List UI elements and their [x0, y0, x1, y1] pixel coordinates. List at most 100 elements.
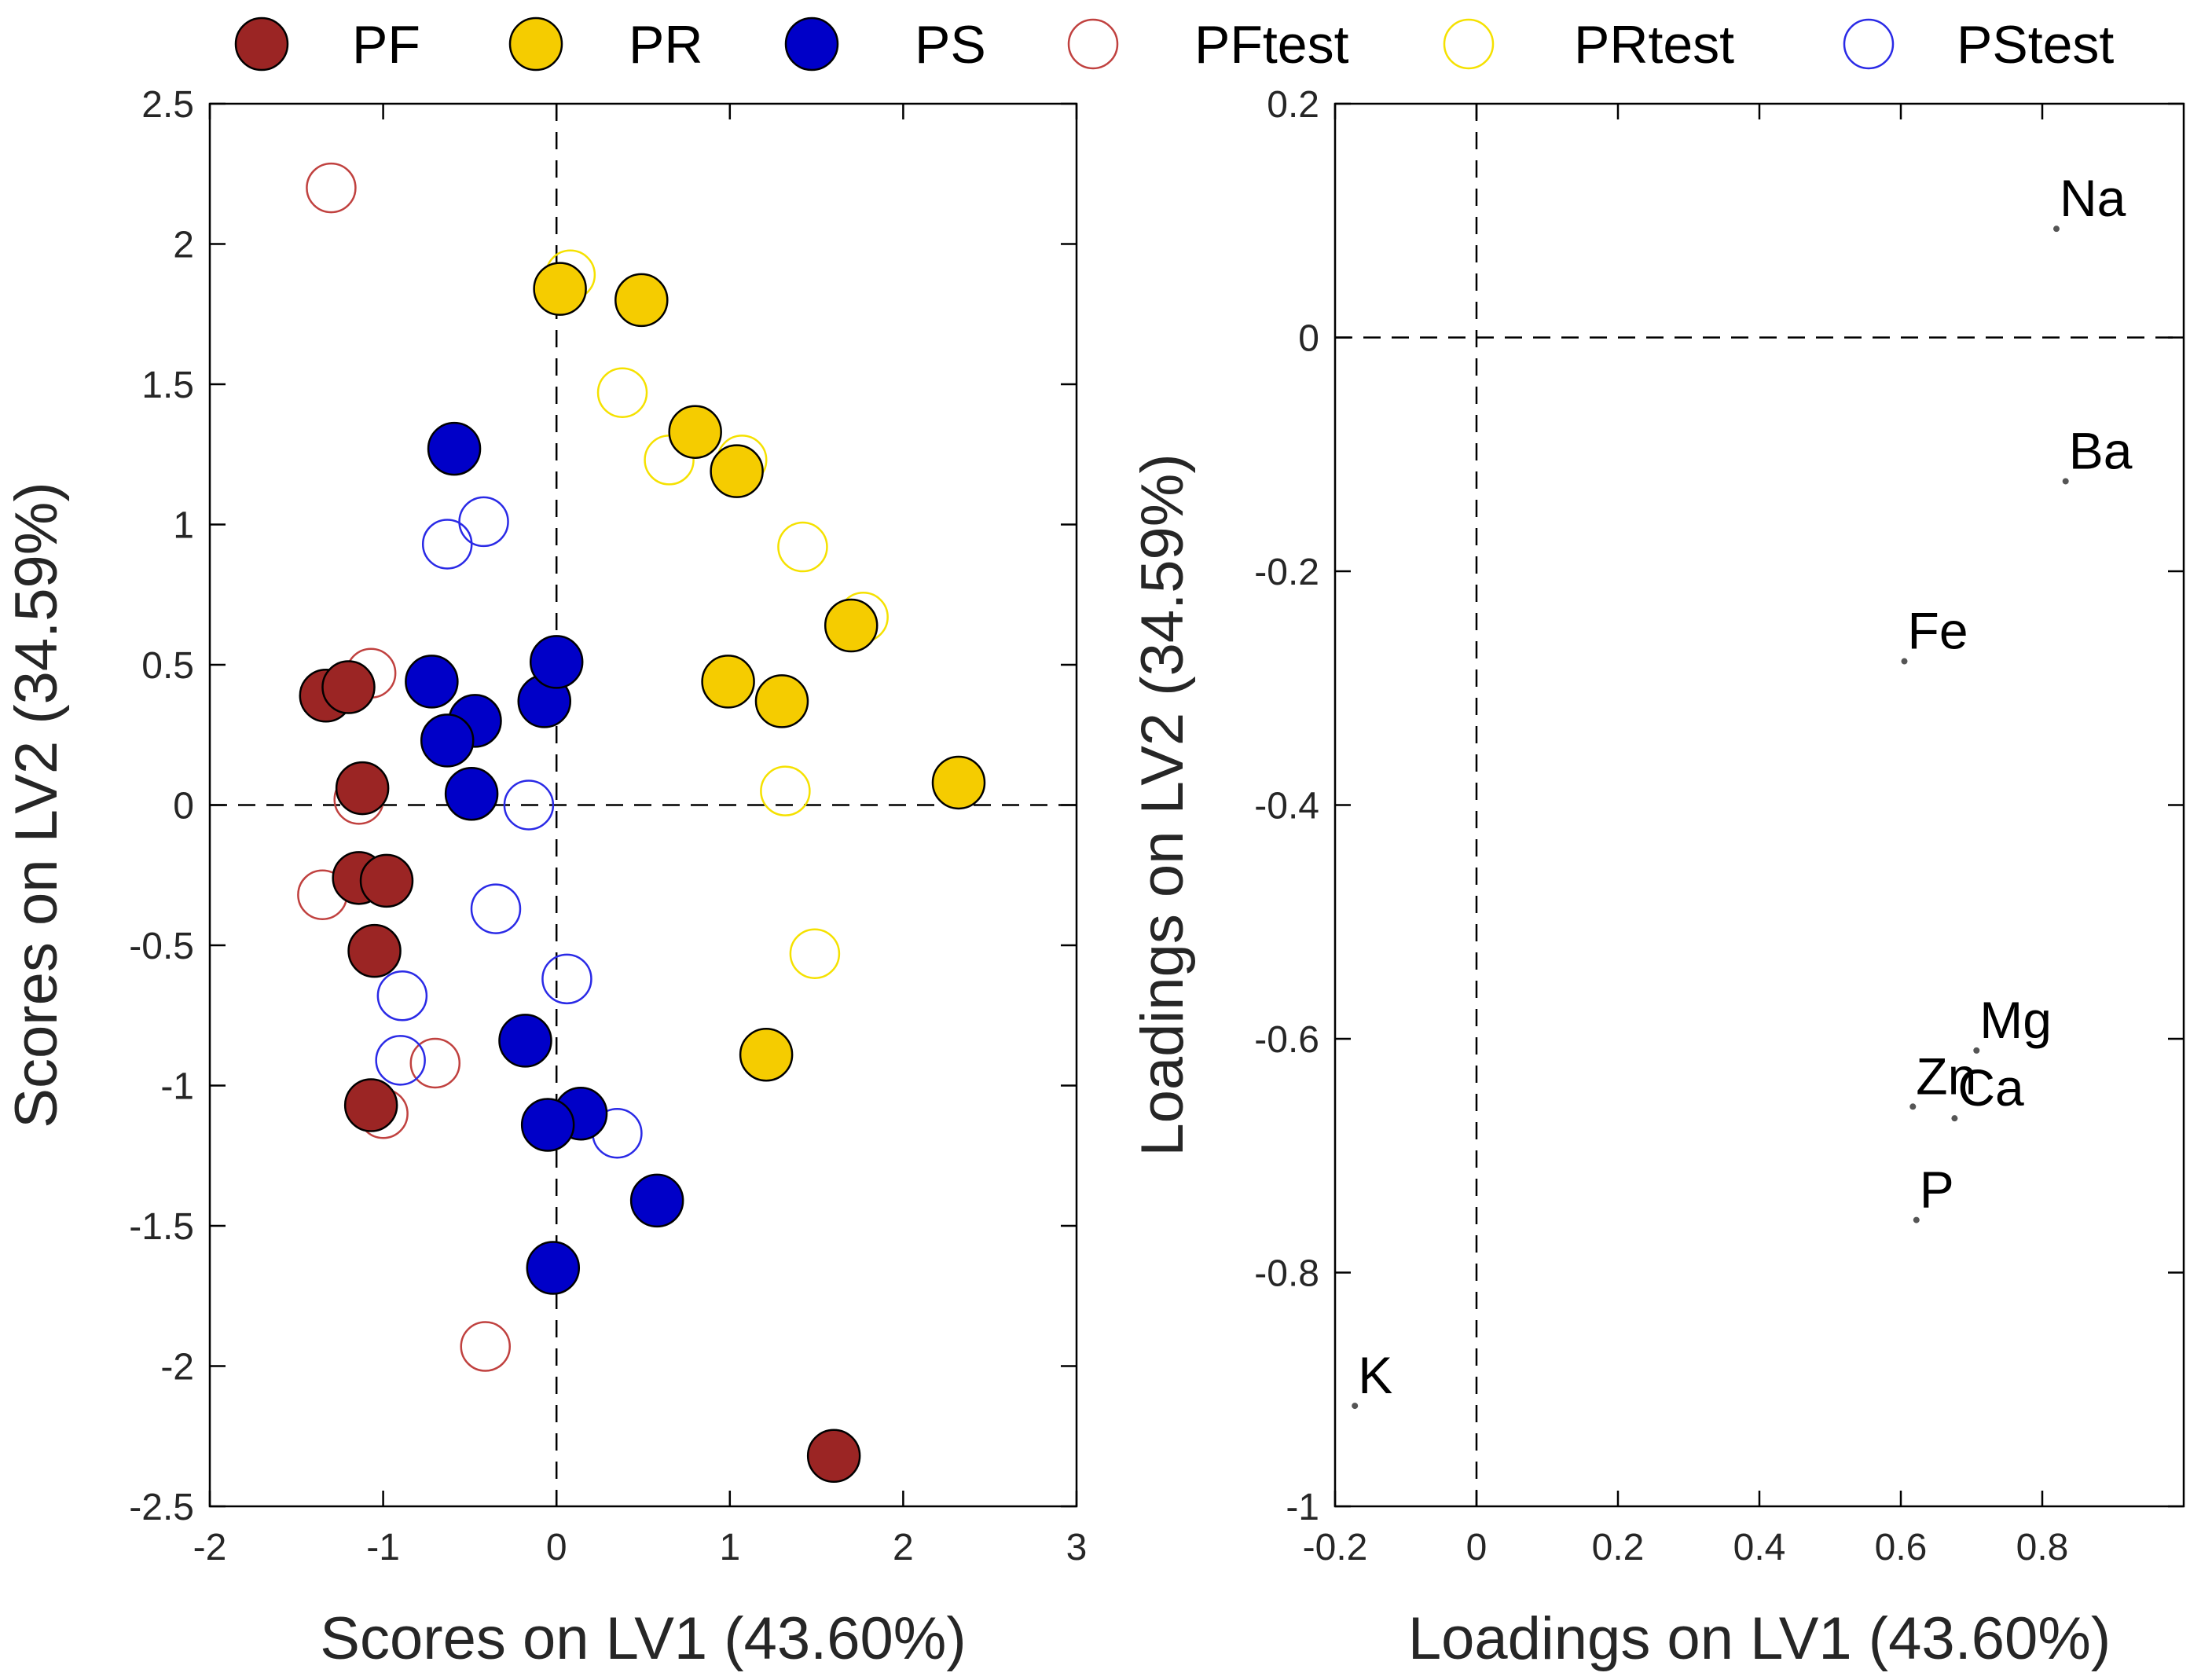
legend-label-pstest: PStest: [1957, 15, 2114, 75]
scores-point-prtest: [596, 367, 648, 418]
scores-y-tick-label: 0.5: [141, 645, 194, 687]
loadings-plot: -0.2 0 0.2 0.4 0.6 0.8-1-0.8-0.6-0.4-0.200.2 …: [1129, 84, 2185, 1672]
scores-x-axis-title: Scores on LV1 (43.60%): [320, 1605, 966, 1672]
loadings-y-axis-title: Loadings on LV2 (34.59%): [1129, 453, 1196, 1156]
loading-point-zn: [1909, 1103, 1917, 1110]
loading-point-mg: [1973, 1047, 1980, 1054]
scores-y-tick-label: 1: [173, 505, 194, 547]
scores-point-pftest: [306, 162, 357, 214]
scores-point-pr: [533, 262, 587, 316]
loadings-x-tick-label: 0: [1466, 1527, 1488, 1568]
scores-point-pr: [824, 598, 879, 653]
scores-point-prtest: [789, 928, 841, 979]
loading-point-fe: [1901, 658, 1908, 665]
loadings-x-axis-title: Loadings on LV1 (43.60%): [1408, 1605, 2111, 1672]
loadings-y-tick-label: 0: [1298, 318, 1319, 360]
scores-point-pr: [710, 444, 764, 498]
legend-label-pftest: PFtest: [1194, 15, 1349, 75]
loadings-y-tick-label: -0.4: [1254, 786, 1319, 827]
scores-x-tick-label: -1: [366, 1527, 400, 1568]
loading-label-ba: Ba: [2069, 421, 2133, 479]
scores-y-axis-title: Scores on LV2 (34.59%): [3, 482, 70, 1128]
loading-label-k: K: [1358, 1346, 1392, 1404]
scores-point-pstest: [421, 519, 473, 570]
scores-x-tick-label: 3: [1066, 1527, 1088, 1568]
loading-point-p: [1913, 1216, 1920, 1223]
scores-point-pr: [739, 1027, 794, 1082]
scores-x-tick-label: 2: [893, 1527, 914, 1568]
legend-marker-pf: [234, 17, 289, 72]
scores-point-pstest: [470, 883, 522, 934]
loadings-x-tick-label: 0.6: [1875, 1527, 1928, 1568]
scores-point-pstest: [376, 970, 428, 1022]
scores-y-tick-label: -0.5: [129, 926, 194, 967]
loadings-plot-frame: [1333, 102, 2185, 1508]
loading-label-mg: Mg: [1979, 991, 2052, 1049]
scores-x-tick-label: 1: [719, 1527, 740, 1568]
scores-y-tick-label: -1: [160, 1066, 194, 1108]
loadings-x-tick-label: -0.2: [1303, 1527, 1368, 1568]
scores-point-pstest: [375, 1035, 426, 1086]
scores-point-ps: [420, 713, 475, 768]
scores-x-tick-label: -2: [193, 1527, 227, 1568]
loadings-x-tick-label: 0.4: [1733, 1527, 1786, 1568]
legend-label-pf: PF: [352, 15, 420, 75]
loading-label-na: Na: [2060, 169, 2126, 227]
scores-x-tick-label: 0: [546, 1527, 567, 1568]
loadings-axes: -0.2 0 0.2 0.4 0.6 0.8 -1 -0.8 -0.6 -0.4 -0.2 0 0.2: [1254, 84, 2185, 1568]
legend-label-prtest: PRtest: [1574, 15, 1734, 75]
scores-point-ps: [405, 655, 459, 709]
loadings-x-tick-label: 0.2: [1592, 1527, 1645, 1568]
scores-y-tick-label: -2.5: [129, 1487, 194, 1528]
loadings-reference-lines: [1335, 104, 2184, 1506]
loadings-y-tick-label: -0.2: [1254, 552, 1319, 593]
legend-marker-ps: [784, 17, 839, 72]
scores-y-tick-label: 1.5: [141, 365, 194, 406]
loadings-x-tick-label: 0.8: [2016, 1527, 2069, 1568]
scores-point-pftest: [409, 1037, 461, 1089]
loading-point-ca: [1951, 1115, 1958, 1122]
scores-point-prtest: [777, 521, 828, 573]
scores-point-pf: [806, 1429, 861, 1483]
scores-point-pf: [343, 1078, 398, 1132]
legend-label-pr: PR: [629, 15, 702, 75]
scores-point-pf: [347, 923, 402, 978]
scores-point-pf: [321, 660, 376, 714]
loadings-y-tick-label: 0.2: [1267, 84, 1319, 126]
scores-point-ps: [629, 1173, 684, 1228]
scores-point-pf: [335, 761, 390, 816]
legend-marker-pr: [508, 17, 563, 72]
scores-point-ps: [444, 766, 499, 821]
scores-point-ps: [526, 1241, 581, 1295]
scores-point-ps: [529, 635, 584, 689]
loading-label-ca: Ca: [1957, 1058, 2024, 1117]
scores-y-tick-label: 0: [173, 786, 194, 827]
scores-point-pr: [614, 273, 669, 328]
scores-point-pr: [754, 674, 809, 728]
loading-label-zn: Zn: [1916, 1047, 1976, 1105]
loading-point-na: [2053, 226, 2060, 233]
scores-y-tick-label: 2.5: [141, 84, 194, 126]
loading-point-ba: [2062, 478, 2069, 485]
scores-point-pftest: [460, 1321, 512, 1372]
legend-marker-pstest: [1843, 18, 1895, 70]
scores-point-ps: [498, 1014, 552, 1068]
legend-label-ps: PS: [915, 15, 986, 75]
scores-point-prtest: [760, 765, 811, 816]
scores-point-pf: [359, 853, 414, 908]
legend: PF PR PS PFtest PRtest PStest: [234, 15, 2114, 75]
loadings-y-tick-label: -0.6: [1254, 1019, 1319, 1061]
scores-point-pr: [931, 755, 986, 810]
scores-point-pr: [668, 405, 722, 459]
scores-y-tick-label: -1.5: [129, 1206, 194, 1248]
loading-label-p: P: [1920, 1161, 1954, 1219]
legend-marker-pftest: [1067, 18, 1119, 70]
loadings-y-tick-label: -1: [1286, 1487, 1319, 1528]
scores-axes: -2 -1 0 1 2 3-2.5-2-1.5-1-0.500.511.522.5: [129, 84, 1087, 1568]
legend-marker-prtest: [1443, 18, 1495, 70]
loadings-y-tick-label: -0.8: [1254, 1253, 1319, 1295]
scores-y-tick-label: -2: [160, 1347, 194, 1388]
scores-point-ps: [427, 421, 482, 476]
